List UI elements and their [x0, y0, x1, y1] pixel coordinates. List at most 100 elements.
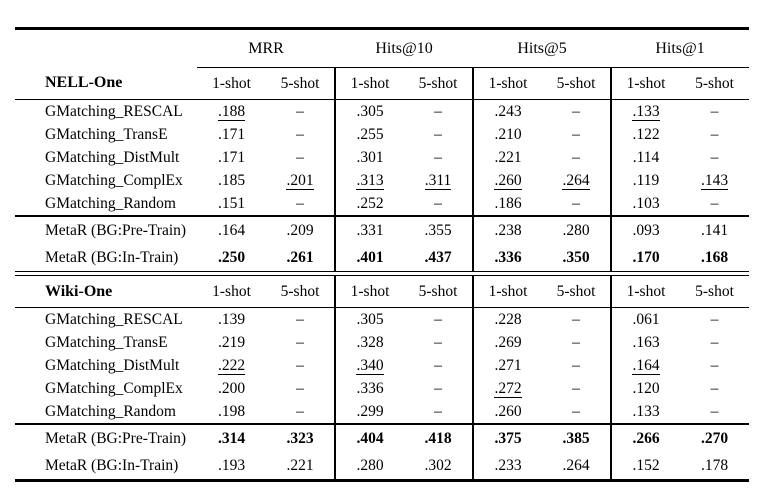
metric-value: –	[710, 333, 719, 351]
table-row: GMatching_Random .198 – .299 – .260 – .133 –	[15, 400, 749, 424]
value-cell: –	[680, 123, 749, 146]
value-cell: .168	[680, 244, 749, 272]
value-cell: .221	[266, 452, 337, 481]
value-cell: .302	[404, 452, 475, 481]
value-cell: .143	[680, 169, 749, 192]
metric-value: .264	[562, 456, 590, 474]
metric-value: –	[434, 379, 442, 397]
metric-value: .266	[632, 429, 660, 447]
metric-value: –	[572, 402, 580, 420]
value-cell: .133	[611, 100, 680, 124]
value-cell: –	[266, 307, 337, 331]
metric-value: .152	[632, 456, 660, 474]
results-table-container: MRR Hits@10 Hits@5 Hits@1 NELL-One 1-shot…	[15, 27, 750, 482]
metric-value: .233	[494, 456, 522, 474]
metric-value: .178	[700, 456, 729, 474]
corner-cell	[15, 29, 197, 68]
method-name: GMatching_RESCAL	[45, 310, 183, 328]
value-cell: .269	[473, 331, 542, 354]
value-cell: .270	[680, 423, 750, 452]
metric-value: .122	[632, 125, 660, 143]
value-cell: –	[266, 377, 337, 400]
metric-group-hits10: Hits@10	[335, 28, 474, 68]
subcolumn-header: 5-shot	[680, 275, 750, 308]
method-name: GMatching_DistMult	[45, 148, 180, 166]
value-cell: –	[404, 354, 475, 377]
table-row: GMatching_DistMult .222 – .340 – .271 – .164 –	[15, 354, 749, 377]
metric-value: .261	[286, 248, 314, 266]
value-cell: .061	[611, 308, 680, 332]
metric-value: –	[710, 402, 719, 420]
value-cell: .272	[473, 377, 542, 400]
metric-value: .188	[217, 102, 246, 121]
value-cell: .328	[335, 331, 404, 354]
value-cell: .222	[197, 354, 266, 377]
metric-value: .103	[632, 194, 660, 212]
metric-value: –	[296, 102, 304, 120]
value-cell: .280	[542, 215, 613, 244]
value-cell: –	[542, 400, 613, 424]
value-cell: .260	[473, 400, 542, 424]
value-cell: –	[542, 331, 613, 354]
metric-value: .255	[356, 125, 384, 143]
value-cell: .264	[542, 452, 613, 481]
metric-value: –	[572, 148, 580, 166]
value-cell: .178	[680, 452, 749, 481]
value-cell: –	[680, 100, 749, 124]
value-cell: .437	[404, 244, 475, 272]
metric-value: .336	[356, 379, 384, 397]
value-cell: .152	[611, 452, 680, 481]
metric-value: .168	[700, 248, 729, 266]
subcolumn-header: 5-shot	[404, 275, 475, 308]
value-cell: .221	[473, 146, 542, 169]
value-cell: –	[542, 123, 613, 146]
value-cell: .355	[404, 215, 475, 244]
subcolumn-header: 1-shot	[473, 275, 543, 308]
table-row: GMatching_RESCAL .188 – .305 – .243 – .133 –	[15, 99, 749, 124]
metric-value: .061	[632, 310, 660, 328]
metric-value: –	[434, 148, 442, 166]
table-row: GMatching_ComplEx .200 – .336 – .272 – .120 –	[15, 377, 749, 400]
value-cell: .314	[197, 423, 266, 452]
metric-value: .133	[632, 402, 660, 420]
metric-value: .314	[217, 429, 246, 447]
metric-value: –	[710, 148, 719, 166]
metric-value: .193	[217, 456, 246, 474]
value-cell: .141	[680, 215, 750, 244]
value-cell: –	[404, 192, 475, 216]
value-cell: .188	[197, 100, 266, 124]
metric-value: –	[296, 194, 304, 212]
metric-value: .313	[356, 171, 384, 190]
table-row: GMatching_TransE .171 – .255 – .210 – .122 –	[15, 123, 749, 146]
value-cell: .193	[197, 452, 266, 481]
metric-group-hits5: Hits@5	[473, 28, 612, 68]
subcolumn-header: 5-shot	[542, 67, 613, 100]
table-row: GMatching_TransE .219 – .328 – .269 – .163 –	[15, 331, 749, 354]
value-cell: –	[266, 123, 337, 146]
subcolumn-header: 1-shot	[335, 275, 405, 308]
metric-value: .222	[217, 356, 246, 375]
value-cell: .198	[197, 400, 266, 424]
value-cell: .255	[335, 123, 404, 146]
value-cell: –	[266, 146, 337, 169]
value-cell: –	[266, 400, 337, 424]
metric-value: –	[434, 194, 442, 212]
metric-value: –	[296, 379, 304, 397]
metric-value: –	[572, 356, 580, 374]
value-cell: .200	[197, 377, 266, 400]
metric-value: .143	[700, 171, 729, 190]
metric-value: –	[710, 125, 719, 143]
dataset-label: NELL-One	[15, 67, 197, 100]
value-cell: .404	[335, 423, 405, 452]
value-cell: –	[404, 99, 475, 123]
metric-value: .355	[424, 221, 452, 239]
value-cell: .331	[335, 215, 405, 244]
value-cell: –	[404, 146, 475, 169]
metric-value: .340	[356, 356, 384, 375]
metric-value: .336	[494, 248, 522, 266]
metric-value: .260	[494, 402, 522, 420]
value-cell: .401	[335, 244, 404, 272]
metric-value: –	[434, 402, 442, 420]
method-name: GMatching_TransE	[45, 125, 168, 143]
metric-value: .385	[562, 429, 590, 447]
